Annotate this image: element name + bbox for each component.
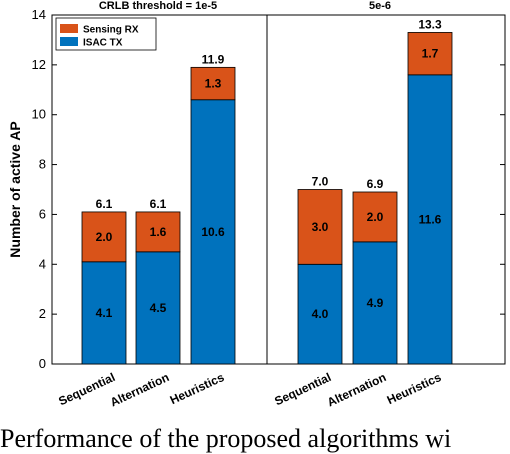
bar-value-label: 1.7: [422, 47, 439, 61]
legend-label: Sensing RX: [83, 25, 139, 36]
bar-value-label: 4.0: [312, 307, 329, 321]
bar-segment: [297, 263, 343, 365]
bar-segment: [190, 66, 236, 101]
bar-segment: [407, 74, 453, 365]
bar-total-label: 7.0: [312, 175, 329, 189]
bar-total-label: 13.3: [418, 17, 442, 31]
bar-value-label: 2.0: [367, 210, 384, 224]
y-tick-label: 4: [39, 256, 46, 271]
x-category-label: Heuristics: [168, 370, 227, 407]
bar-value-label: 4.1: [96, 306, 113, 320]
bar-value-label: 4.9: [367, 296, 384, 310]
y-tick-label: 6: [39, 206, 46, 221]
bar-value-label: 3.0: [312, 220, 329, 234]
x-category-label: Sequential: [272, 370, 333, 408]
legend-label: ISAC TX: [83, 38, 123, 49]
legend-swatch: [60, 24, 78, 33]
y-tick-label: 14: [32, 7, 46, 22]
bar-segment: [135, 211, 181, 253]
bar-segment: [135, 251, 181, 365]
bar-segment: [81, 211, 127, 263]
panel-title: CRLB threshold = 1e-5: [99, 0, 217, 12]
y-tick-label: 10: [32, 107, 46, 122]
legend-swatch: [60, 37, 78, 46]
bar-chart: 0 2 4 6 8 10 12 14 Number of active AP CRLB thre…: [7, 0, 506, 409]
bar-segment: [297, 189, 343, 265]
bar-segment: [352, 241, 398, 365]
plot-frame: [51, 14, 506, 365]
y-tick-label: 8: [39, 157, 46, 172]
bar-value-label: 10.6: [201, 225, 225, 239]
x-category-label: Heuristics: [385, 370, 444, 407]
y-tick-label: 2: [39, 306, 46, 321]
bar-segment: [352, 191, 398, 243]
bars: [81, 32, 453, 365]
bar-total-label: 6.1: [96, 197, 113, 211]
y-axis-label: Number of active AP: [7, 121, 23, 257]
bar-segment: [407, 32, 453, 76]
bar-segment: [190, 99, 236, 365]
y-tick-label: 0: [39, 356, 46, 371]
bar-total-label: 6.1: [150, 197, 167, 211]
bar-total-label: 11.9: [202, 52, 225, 66]
bar-value-label: 2.0: [96, 230, 113, 244]
bar-value-label: 1.3: [205, 77, 222, 91]
x-category-label: Alternation: [325, 370, 388, 409]
panel-title: 5e-6: [369, 0, 391, 12]
bar-value-label: 4.5: [150, 301, 167, 315]
legend: Sensing RX ISAC TX: [55, 17, 157, 51]
figure-caption: Performance of the proposed algorithms w…: [0, 424, 452, 453]
y-tick-label: 12: [32, 57, 46, 72]
bar-value-label: 11.6: [419, 212, 442, 226]
x-category-label: Alternation: [108, 370, 171, 409]
bar-total-label: 6.9: [367, 177, 384, 191]
x-category-label: Sequential: [56, 370, 117, 408]
bar-value-label: 1.6: [150, 225, 167, 239]
axes: 0 2 4 6 8 10 12 14 Number of active AP: [7, 7, 506, 371]
